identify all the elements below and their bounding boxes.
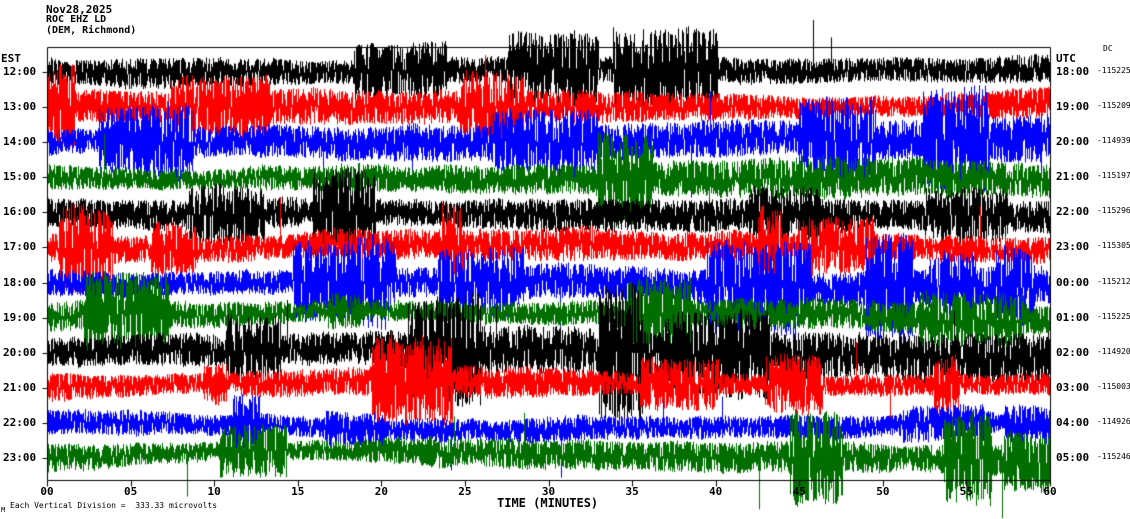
x-tick-label: 35: [625, 485, 639, 498]
header-date: Nov28,2025: [46, 3, 113, 16]
hour-label-left: 18:00: [3, 275, 37, 289]
x-tick-label: 45: [792, 485, 806, 498]
hour-label-left: 20:00: [3, 345, 37, 359]
hour-label-right: 18:00: [1056, 65, 1090, 78]
hour-label-right: 19:00: [1056, 100, 1090, 114]
hour-label-left: 12:00: [3, 65, 37, 78]
x-tick-label: 25: [458, 485, 472, 498]
hour-label-left: 14:00: [3, 135, 37, 149]
dc-value: -1152969: [1097, 206, 1130, 216]
corner-mark: M: [1, 506, 6, 514]
x-tick-label: 00: [40, 485, 54, 498]
x-tick-label: 15: [291, 485, 305, 498]
dc-value: -1152464: [1097, 452, 1130, 461]
hour-label-right: 21:00: [1056, 170, 1090, 184]
hour-label-left: 16:00: [3, 205, 37, 219]
left-timezone-label: EST: [1, 52, 21, 65]
dc-value: -1149203: [1097, 346, 1130, 356]
dc-value: -1149269: [1097, 416, 1130, 426]
hour-label-right: 01:00: [1056, 310, 1090, 324]
hour-label-right: 00:00: [1056, 275, 1090, 289]
hour-label-left: 15:00: [3, 170, 37, 184]
x-tick-label: 30: [541, 485, 556, 498]
dc-column-label: DC: [1103, 44, 1113, 53]
hour-label-left: 22:00: [3, 415, 37, 429]
hour-label-left: 21:00: [3, 380, 37, 394]
hour-label-left: 19:00: [3, 310, 37, 324]
dc-value: -1152126: [1097, 276, 1130, 286]
hour-label-right: 02:00: [1056, 345, 1090, 359]
hour-label-right: 05:00: [1056, 451, 1090, 464]
hour-label-right: 23:00: [1056, 240, 1090, 254]
x-axis-title: TIME (MINUTES): [497, 496, 599, 510]
dc-value: -1151973: [1097, 171, 1130, 181]
x-tick-label: 55: [959, 485, 974, 498]
hour-label-right: 04:00: [1056, 415, 1090, 429]
hour-label-right: 22:00: [1056, 205, 1090, 219]
scale-note: Each Vertical Division = 333.33 microvol…: [10, 501, 218, 510]
dc-value: -1153053: [1097, 241, 1130, 251]
right-timezone-label: UTC: [1056, 52, 1076, 65]
hour-label-left: 13:00: [3, 100, 37, 114]
x-tick-label: 05: [123, 485, 138, 498]
hour-label-right: 20:00: [1056, 135, 1090, 149]
x-tick-label: 10: [207, 485, 221, 498]
hour-label-left: 23:00: [3, 451, 37, 464]
dc-value: -1150032: [1097, 381, 1130, 391]
header-station: ROC EHZ LD: [46, 14, 107, 25]
x-tick-label: 50: [876, 485, 890, 498]
dc-value: -1152257: [1097, 66, 1130, 75]
x-tick-label: 40: [709, 485, 723, 498]
hour-label-right: 03:00: [1056, 380, 1090, 394]
header-location: (DEM, Richmond): [46, 25, 137, 36]
x-tick-label: 20: [374, 485, 388, 498]
x-tick-label: 60: [1043, 485, 1057, 498]
hour-label-left: 17:00: [3, 240, 37, 254]
dc-value: -1152094: [1097, 101, 1130, 111]
dc-value: -1152256: [1097, 311, 1130, 321]
